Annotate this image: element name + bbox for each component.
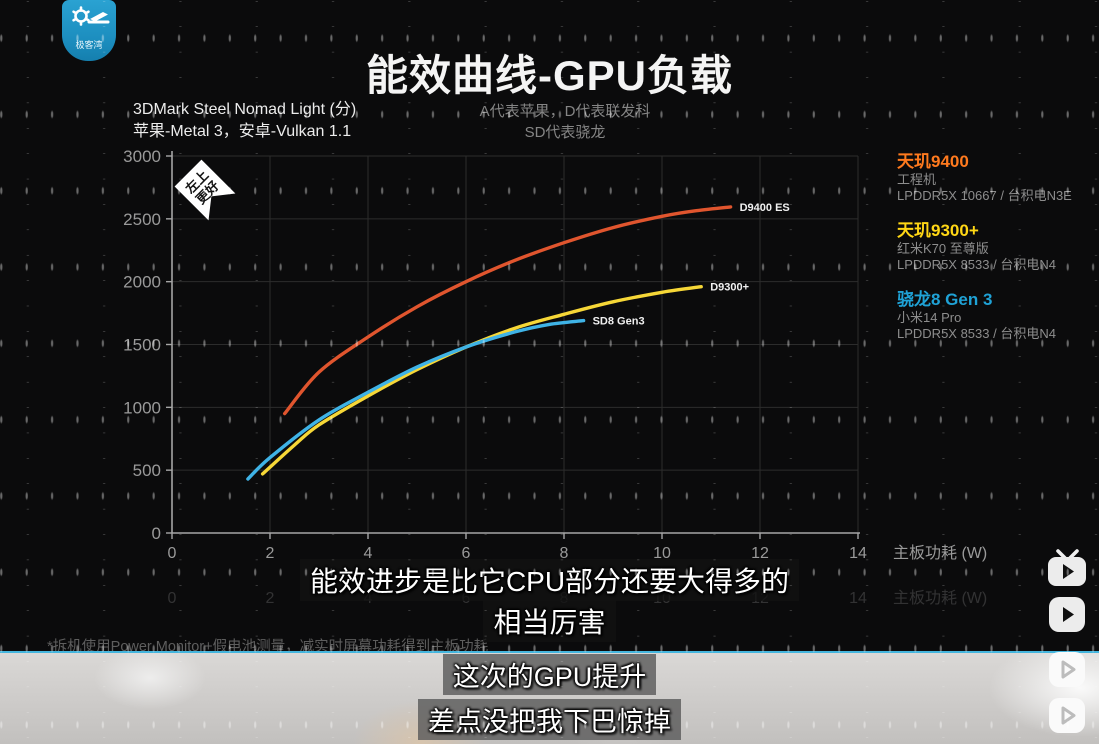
play-icon: [1046, 696, 1088, 736]
x-tick-label: 2: [266, 545, 275, 562]
y-tick-label: 2500: [123, 210, 161, 229]
better-direction-flag: 左上 更好: [173, 157, 237, 223]
legend-memory-process: LPDDR5X 10667 / 台积电N3E: [897, 188, 1072, 203]
y-axis-title-line2: 苹果-Metal 3，安卓-Vulkan 1.1: [133, 123, 352, 140]
play-icon: [1046, 650, 1088, 690]
x-tick-label: 4: [364, 545, 373, 562]
ghost-x-tick-label: 0: [168, 590, 177, 607]
legend-memory-process: LPDDR5X 8533 / 台积电N4: [897, 326, 1056, 341]
y-tick-label: 1000: [123, 398, 161, 417]
legend-device: 小米14 Pro: [897, 310, 962, 325]
y-axis-title: 3DMark Steel Nomad Light (分) 苹果-Metal 3，…: [133, 99, 356, 143]
gear-laptop-icon: [68, 0, 110, 39]
bilibili-tv-icon: [1046, 549, 1088, 589]
x-tick-label: 12: [751, 545, 769, 562]
x-tick-label: 8: [560, 545, 569, 562]
y-tick-label: 2000: [123, 273, 161, 292]
subtitle-line-1: 能效进步是比它CPU部分还要大得多的: [0, 559, 1099, 601]
play-icon: [1046, 595, 1088, 635]
chart-legend: 天玑9400 工程机 LPDDR5X 10667 / 台积电N3E 天玑9300…: [897, 152, 1072, 359]
abbreviation-note: A代表苹果，D代表联发科 SD代表骁龙: [380, 101, 750, 143]
page-title: 能效曲线-GPU负载: [365, 52, 733, 99]
curve-label: SD8 Gen3: [593, 316, 645, 328]
curve-d9400-es: [283, 205, 733, 416]
abbreviation-note-line2: SD代表骁龙: [524, 124, 606, 141]
ghost-x-tick-label: 2: [266, 590, 275, 607]
y-tick-label: 500: [133, 461, 161, 480]
channel-logo-text: 极客湾: [75, 40, 103, 50]
curve-label: D9400 ES: [740, 202, 790, 214]
subtitle-line-3: 这次的GPU提升: [0, 654, 1099, 695]
x-tick-label: 6: [462, 545, 471, 562]
y-axis-title-line1: 3DMark Steel Nomad Light (分): [133, 101, 357, 118]
legend-entry-dimensity-9400: 天玑9400 工程机 LPDDR5X 10667 / 台积电N3E: [897, 152, 1072, 204]
ghost-x-tick-label: 14: [849, 590, 867, 607]
legend-name: 天玑9300+: [897, 221, 979, 240]
x-tick-label: 14: [849, 545, 867, 562]
curve-sd8-gen3: [246, 318, 586, 481]
abbreviation-note-line1: A代表苹果，D代表联发科: [479, 103, 651, 120]
legend-device: 红米K70 至尊版: [897, 241, 989, 256]
legend-name: 骁龙8 Gen 3: [897, 290, 993, 309]
legend-name: 天玑9400: [897, 152, 969, 171]
x-tick-label: 10: [653, 545, 671, 562]
subtitle-line-4: 差点没把我下巴惊掉: [0, 699, 1099, 740]
y-tick-label: 0: [152, 524, 161, 543]
legend-device: 工程机: [897, 172, 937, 187]
subtitle-line-2: 相当厉害: [0, 600, 1099, 642]
legend-entry-dimensity-9300plus: 天玑9300+ 红米K70 至尊版 LPDDR5X 8533 / 台积电N4: [897, 221, 1072, 273]
y-tick-label: 1500: [123, 336, 161, 355]
y-tick-label: 3000: [123, 147, 161, 166]
x-tick-label: 0: [168, 545, 177, 562]
legend-entry-snapdragon-8gen3: 骁龙8 Gen 3 小米14 Pro LPDDR5X 8533 / 台积电N4: [897, 290, 1072, 342]
curve-label: D9300+: [710, 282, 749, 294]
channel-logo-badge: 极客湾: [62, 0, 116, 61]
ghost-x-axis-label: 主板功耗 (W): [893, 589, 987, 607]
x-axis-label: 主板功耗 (W): [893, 544, 987, 562]
legend-memory-process: LPDDR5X 8533 / 台积电N4: [897, 257, 1056, 272]
flag-shape: [174, 159, 236, 221]
